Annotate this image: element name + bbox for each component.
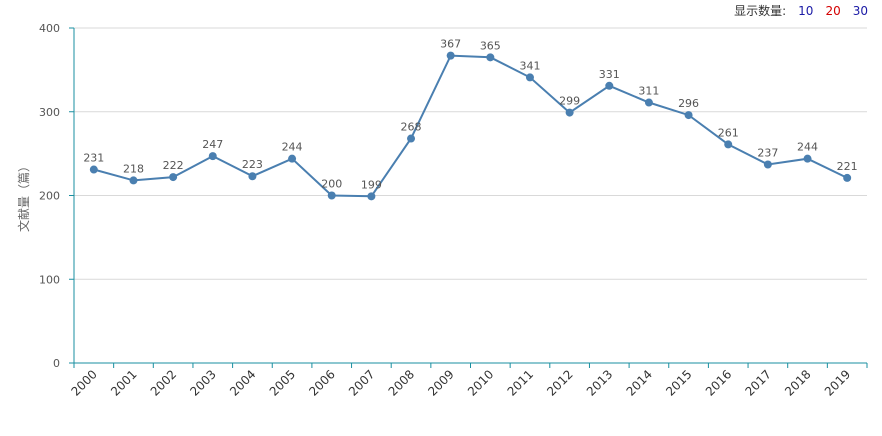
- y-tick-label: 400: [39, 22, 60, 35]
- data-point[interactable]: [129, 176, 138, 185]
- data-point[interactable]: [486, 53, 495, 62]
- data-point[interactable]: [248, 172, 257, 181]
- data-label: 311: [638, 85, 659, 98]
- display-count-control: 显示数量: 10 20 30: [734, 2, 868, 19]
- y-tick-label: 100: [39, 273, 60, 286]
- x-tick-label: 2013: [584, 367, 615, 398]
- data-point[interactable]: [565, 108, 574, 117]
- data-point[interactable]: [525, 73, 534, 82]
- y-tick-label: 300: [39, 106, 60, 119]
- data-label: 237: [757, 147, 778, 160]
- x-tick-label: 2007: [346, 367, 377, 398]
- x-tick-label: 2016: [703, 367, 734, 398]
- data-point[interactable]: [208, 152, 217, 161]
- data-point[interactable]: [763, 160, 772, 169]
- data-point[interactable]: [169, 173, 178, 182]
- display-count-option-10[interactable]: 10: [798, 3, 814, 18]
- display-count-label: 显示数量:: [734, 4, 787, 18]
- y-axis-label: 文献量（篇）: [16, 160, 31, 232]
- data-label: 221: [837, 160, 858, 173]
- data-labels: 231 218 222 247 223 244 200 199 268 367 365 341 299 3…: [83, 38, 857, 192]
- data-label: 268: [401, 121, 422, 134]
- data-label: 218: [123, 162, 144, 175]
- x-tick-label: 2000: [68, 367, 99, 398]
- data-point[interactable]: [407, 134, 416, 143]
- data-label: 299: [559, 95, 580, 108]
- data-label: 247: [202, 138, 223, 151]
- x-tick-label: 2009: [425, 367, 456, 398]
- data-point[interactable]: [367, 192, 376, 201]
- y-tick-label: 0: [53, 357, 60, 370]
- x-tick-label: 2011: [505, 367, 536, 398]
- data-point[interactable]: [803, 154, 812, 163]
- series-line-layer: [93, 54, 848, 198]
- series-line: [93, 54, 848, 198]
- x-tick-label: 2002: [148, 367, 179, 398]
- data-point[interactable]: [684, 111, 693, 120]
- grid-lines: [74, 27, 867, 280]
- x-tick-label: 2014: [624, 367, 655, 398]
- y-tick-label: 200: [39, 190, 60, 203]
- x-tick-label: 2012: [544, 367, 575, 398]
- data-point[interactable]: [644, 98, 653, 107]
- x-tick-label: 2018: [782, 367, 813, 398]
- x-tick-label: 2017: [742, 367, 773, 398]
- data-point[interactable]: [843, 173, 852, 182]
- display-count-option-20[interactable]: 20: [825, 3, 841, 18]
- data-point[interactable]: [605, 81, 614, 90]
- x-tick-label: 2003: [187, 367, 218, 398]
- x-tick-label: 2004: [227, 367, 258, 398]
- data-point[interactable]: [724, 140, 733, 149]
- data-label: 222: [163, 159, 184, 172]
- data-label: 296: [678, 97, 699, 110]
- x-tick-label: 2001: [108, 367, 139, 398]
- data-point[interactable]: [89, 165, 98, 174]
- data-label: 341: [519, 59, 540, 72]
- data-point[interactable]: [327, 191, 336, 200]
- x-tick-label: 2006: [306, 367, 337, 398]
- data-label: 367: [440, 38, 461, 51]
- x-tick-label: 2015: [663, 367, 694, 398]
- data-label: 244: [797, 141, 818, 154]
- x-tick-label: 2019: [822, 367, 853, 398]
- data-point[interactable]: [288, 154, 297, 163]
- data-label: 261: [718, 126, 739, 139]
- axes: 0 100 200 300 400 2000 2001 2002 2003 2004 2005 200…: [39, 22, 868, 399]
- data-point[interactable]: [446, 51, 455, 60]
- data-label: 223: [242, 158, 263, 171]
- display-count-option-30[interactable]: 30: [852, 3, 868, 18]
- data-label: 331: [599, 68, 620, 81]
- data-points: [89, 51, 852, 201]
- x-tick-label: 2005: [267, 367, 298, 398]
- data-label: 365: [480, 39, 501, 52]
- data-label: 244: [282, 141, 303, 154]
- data-label: 231: [83, 152, 104, 165]
- data-label: 199: [361, 178, 382, 191]
- data-label: 200: [321, 178, 342, 191]
- x-tick-label: 2010: [465, 367, 496, 398]
- x-tick-label: 2008: [386, 367, 417, 398]
